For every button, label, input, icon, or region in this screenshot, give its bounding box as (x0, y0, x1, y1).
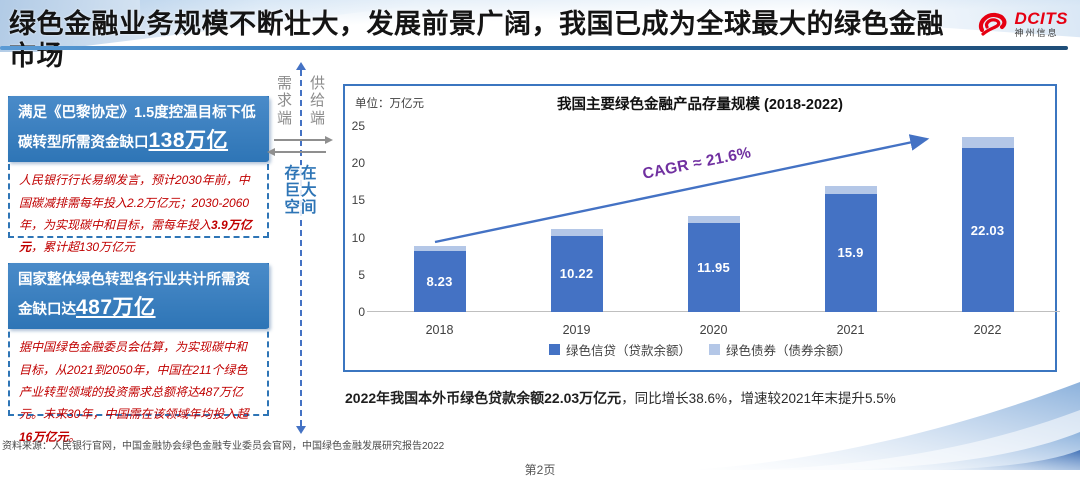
funding-gap-panel-national: 国家整体绿色转型各行业共计所需资金缺口达487万亿 据中国绿色金融委员会估算，为… (8, 263, 269, 444)
legend-item: 绿色债券（债券余额） (709, 340, 851, 359)
body-text: 据中国绿色金融委员会估算，为实现碳中和目标，从2021到2050年，中国在211… (19, 340, 249, 422)
logo-sub-text: 神州信息 (1014, 28, 1059, 38)
legend-label: 绿色债券（债券余额） (726, 344, 852, 358)
page-title: 绿色金融业务规模不断壮大，发展前景广阔，我国已成为全球最大的绿色金融市场 (9, 9, 944, 72)
logo-brand-text: DCITS (1014, 9, 1068, 28)
huge-gap-label: 存在 巨大 空间 (273, 165, 329, 217)
plot-area: CAGR ≈ 21.6% 0 5 10 15 20 25 8.23 2018 10.22 2019… (352, 119, 1060, 337)
y-tick-label: 10 (351, 230, 365, 245)
gap-label-row: 空间 (284, 199, 318, 217)
data-source-note: 资料来源：人民银行官网，中国金融协会绿色金融专业委员会官网，中国绿色金融发展研究… (2, 441, 445, 452)
bar-value-label: 15.9 (837, 245, 864, 261)
gap-label-row: 存在 (284, 165, 318, 182)
bar-green-credit: 11.95 (687, 223, 740, 312)
chart-unit-label: 单位：万亿元 (355, 98, 424, 110)
legend-swatch-icon (709, 344, 720, 355)
legend-label: 绿色信贷（贷款余额） (565, 344, 691, 358)
body-text: 。 (68, 429, 81, 444)
title-divider-rule (0, 46, 1068, 50)
arrow-down-icon (296, 426, 306, 434)
bar-green-credit: 8.23 (413, 250, 466, 312)
dashed-divider-line (300, 70, 302, 426)
x-axis-year-label: 2018 (425, 323, 454, 337)
bar-green-bond (824, 185, 877, 194)
chart-caption: 2022年我国本外币绿色贷款余额22.03万亿元，同比增长38.6%，增速较20… (345, 388, 1055, 410)
headline-text: 满足《巴黎协定》1.5度控温目标下低碳转型所需资金缺口 (18, 105, 256, 151)
legend-item: 绿色信贷（贷款余额） (548, 340, 691, 359)
demand-supply-divider: 需求端 供给端 存在 巨大 空间 (267, 62, 333, 434)
panel-headline: 国家整体绿色转型各行业共计所需资金缺口达487万亿 (8, 263, 269, 330)
bar-value-label: 8.23 (426, 273, 453, 289)
dcits-swirl-icon (978, 12, 1006, 36)
company-logo: DCITS 神州信息 (976, 9, 1069, 39)
x-axis-year-label: 2022 (973, 323, 1002, 337)
bar-green-bond (550, 228, 603, 236)
caption-bold-text: 2022年我国本外币绿色贷款余额22.03万亿元 (345, 390, 622, 406)
y-tick-label: 0 (358, 305, 365, 319)
gap-label-row: 巨大 (284, 182, 318, 200)
bar-green-credit: 15.9 (824, 193, 877, 312)
arrow-left-icon (267, 147, 326, 156)
chart-legend: 绿色信贷（贷款余额） 绿色债券（债券余额） (345, 340, 1055, 359)
panel-body-text: 据中国绿色金融委员会估算，为实现碳中和目标，从2021到2050年，中国在211… (10, 329, 267, 448)
y-tick-label: 20 (351, 156, 365, 171)
bar-value-label: 22.03 (970, 222, 1005, 238)
chart-title: 我国主要绿色金融产品存量规模 (2018-2022) (556, 97, 844, 113)
funding-gap-panel-paris: 满足《巴黎协定》1.5度控温目标下低碳转型所需资金缺口138万亿 人民银行行长易… (8, 96, 269, 254)
legend-swatch-icon (548, 344, 560, 355)
bar-value-label: 10.22 (559, 266, 594, 282)
bar-green-bond (961, 136, 1014, 149)
bar-green-bond (687, 216, 740, 224)
body-text-bold: 16万亿元 (19, 429, 69, 444)
panel-body-text: 人民银行行长易纲发言，预计2030年前，中国碳减排需每年投入2.2万亿元；203… (10, 162, 267, 258)
x-axis-year-label: 2021 (836, 323, 865, 337)
arrow-up-icon (296, 62, 306, 70)
body-text-bold: 3.9万亿元 (19, 217, 252, 255)
y-tick-label: 5 (358, 267, 365, 282)
cagr-trend-arrow (434, 134, 930, 244)
bar-value-label: 11.95 (697, 260, 730, 276)
caption-regular-text: ，同比增长38.6%，增速较2021年末提升5.5% (621, 391, 896, 406)
supply-side-label: 供给端 (309, 75, 325, 127)
y-tick-label: 25 (351, 119, 365, 133)
body-text: 人民银行行长易纲发言，预计2030年前，中国碳减排需每年投入2.2万亿元；203… (19, 173, 250, 232)
headline-value: 138万亿 (148, 128, 229, 152)
headline-value: 487万亿 (76, 295, 156, 319)
body-text: ，累计超130万亿元 (31, 240, 136, 255)
panel-headline: 满足《巴黎协定》1.5度控温目标下低碳转型所需资金缺口138万亿 (8, 96, 269, 163)
headline-text: 国家整体绿色转型各行业共计所需资金缺口达 (18, 272, 250, 318)
x-axis-year-label: 2020 (699, 323, 728, 337)
y-tick-label: 15 (351, 193, 365, 208)
demand-side-label: 需求端 (276, 75, 292, 127)
bar-green-bond (413, 246, 466, 251)
x-axis-year-label: 2019 (562, 323, 591, 337)
arrow-right-icon (274, 135, 333, 144)
bar-green-credit: 22.03 (961, 148, 1014, 312)
bar-green-credit: 10.22 (550, 235, 603, 312)
green-finance-chart-panel: 单位：万亿元 我国主要绿色金融产品存量规模 (2018-2022) CAGR ≈… (343, 84, 1060, 372)
